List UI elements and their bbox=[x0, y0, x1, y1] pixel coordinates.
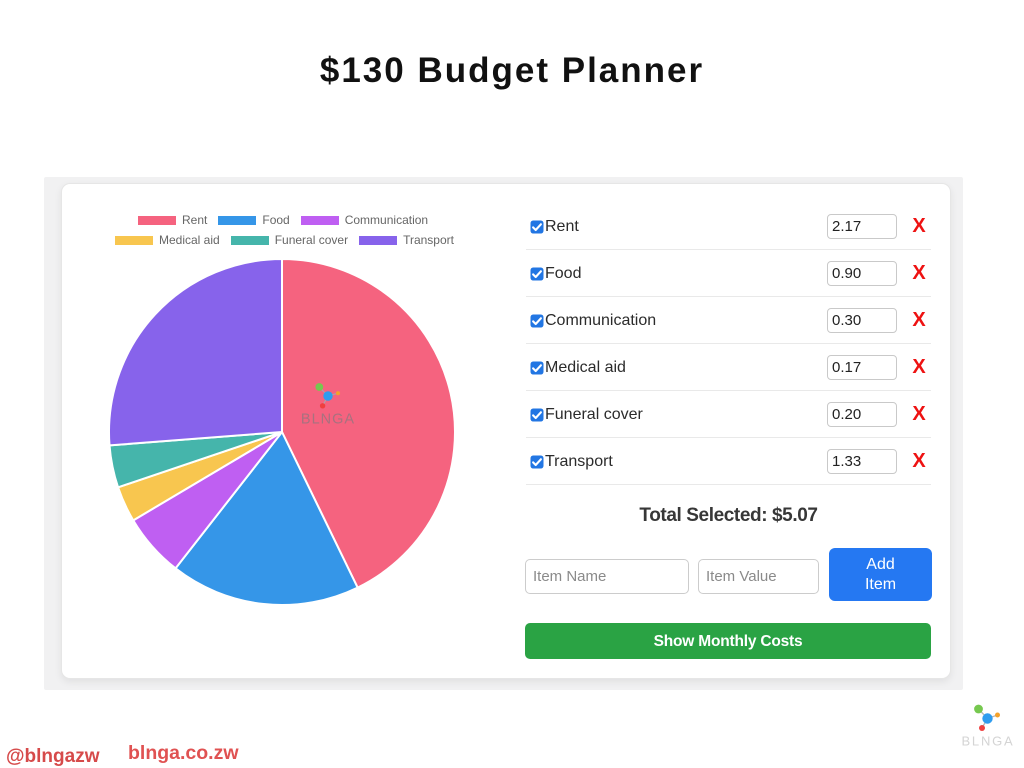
svg-text:BLNGA: BLNGA bbox=[301, 412, 355, 428]
svg-text:BLNGA: BLNGA bbox=[961, 734, 1014, 749]
